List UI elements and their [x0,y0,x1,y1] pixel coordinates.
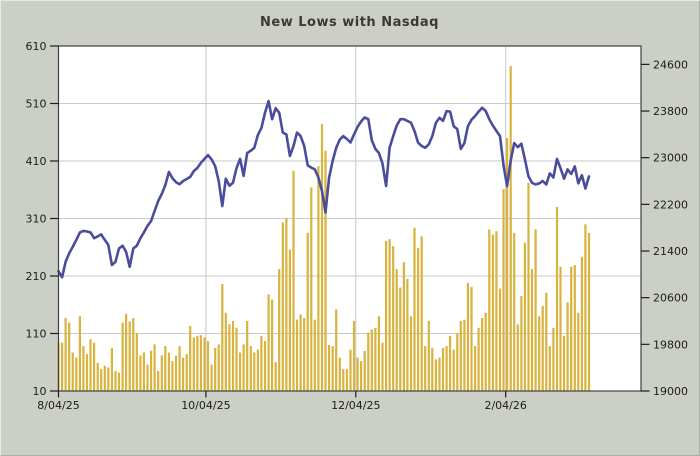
x-axis: 8/04/25 10/04/25 12/04/25 2/04/26 [37,391,527,412]
svg-text:19000: 19000 [653,385,688,398]
svg-text:19800: 19800 [653,338,688,351]
svg-text:20600: 20600 [653,292,688,305]
y-axis-left: 10 110 210 310 410 510 610 [26,40,59,398]
svg-text:23800: 23800 [653,105,688,118]
svg-text:410: 410 [26,155,47,168]
svg-text:10/04/25: 10/04/25 [181,399,230,412]
nasdaq-line [57,99,591,279]
svg-text:610: 610 [26,40,47,53]
svg-text:23000: 23000 [653,152,688,165]
svg-text:21400: 21400 [653,245,688,258]
y-axis-right: 19000 19800 20600 21400 22200 23000 23800 24600 [641,58,688,398]
svg-text:10: 10 [33,385,47,398]
gridlines [58,46,641,391]
svg-text:310: 310 [26,213,47,226]
svg-text:24600: 24600 [653,58,688,71]
svg-text:12/04/25: 12/04/25 [331,399,380,412]
chart-title: New Lows with Nasdaq [260,15,439,30]
svg-text:110: 110 [26,328,47,341]
svg-text:210: 210 [26,270,47,283]
svg-text:22200: 22200 [653,198,688,211]
svg-text:510: 510 [26,98,47,111]
svg-text:8/04/25: 8/04/25 [37,399,79,412]
svg-text:2/04/26: 2/04/26 [484,399,526,412]
